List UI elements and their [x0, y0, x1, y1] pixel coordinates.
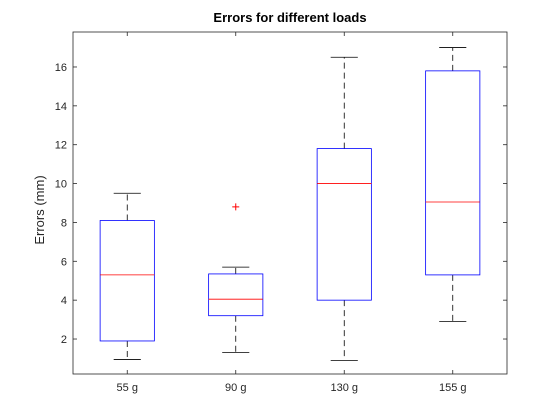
box-plots [99, 47, 481, 361]
box [99, 220, 155, 342]
y-tick-label: 2 [61, 334, 67, 346]
y-tick-label: 8 [61, 217, 67, 229]
outlier-marker [232, 203, 240, 211]
y-tick-label: 4 [61, 295, 67, 307]
box [208, 273, 264, 317]
x-tick-label: 155 g [439, 382, 467, 394]
x-tick-label: 130 g [330, 382, 358, 394]
box [316, 148, 372, 301]
box [425, 70, 481, 276]
box-group [316, 56, 372, 361]
y-tick-label: 12 [55, 140, 67, 152]
x-tick-label: 90 g [225, 382, 246, 394]
y-tick-label: 6 [61, 256, 67, 268]
x-tick-label: 55 g [117, 382, 138, 394]
y-tick-label: 16 [55, 62, 67, 74]
y-tick-label: 14 [55, 101, 67, 113]
y-axis-label: Errors (mm) [32, 175, 47, 244]
box-group [425, 47, 481, 322]
y-tick-label: 10 [55, 179, 67, 191]
y-axis-ticks: 2 4 6 8 10 12 14 16 [55, 62, 507, 346]
x-axis-ticks: 55 g 90 g 130 g 155 g [117, 32, 467, 394]
box-group [208, 203, 264, 354]
chart-title: Errors for different loads [213, 10, 366, 25]
box-group [99, 192, 155, 360]
plot-frame [72, 31, 508, 375]
